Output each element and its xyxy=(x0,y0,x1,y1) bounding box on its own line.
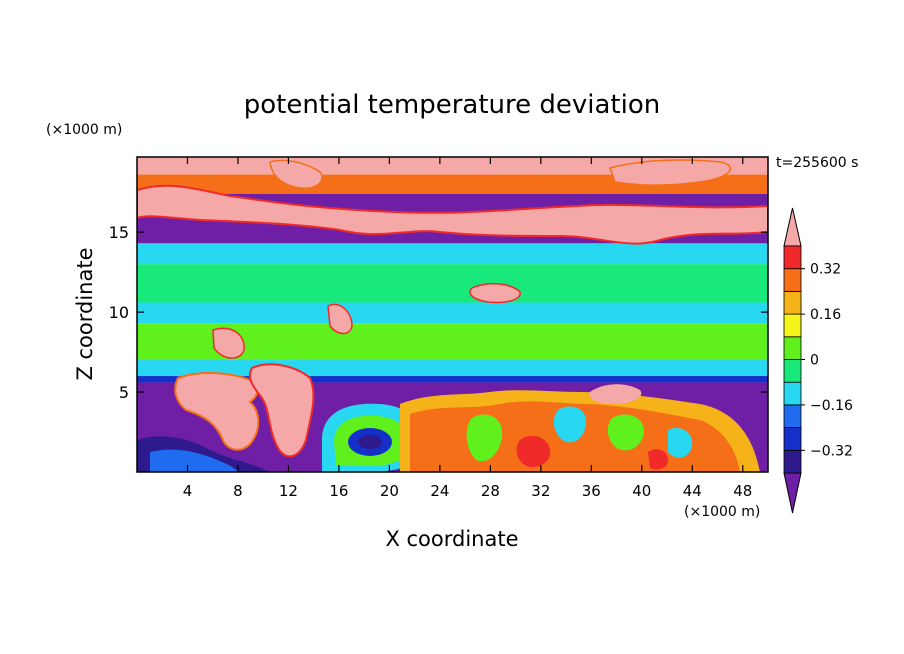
colorbar-swatch xyxy=(783,404,802,428)
x-axis: 4 8 12 16 20 24 28 32 36 40 44 48 xyxy=(183,157,752,500)
x-tick-label: 8 xyxy=(233,482,243,500)
x-tick-label: 16 xyxy=(329,482,348,500)
mid-warm-blob-2 xyxy=(327,303,353,335)
field-layer-5 xyxy=(137,264,768,303)
mid-warm-blob-3 xyxy=(212,327,245,359)
colorbar-swatch xyxy=(783,449,802,474)
y-axis: 5 10 15 xyxy=(109,223,768,402)
field-layer-9 xyxy=(137,376,768,383)
field-features xyxy=(137,159,768,472)
time-label: t=255600 s xyxy=(776,155,858,171)
colorbar-tick-label: −0.16 xyxy=(810,398,853,414)
x-tick-label: 36 xyxy=(582,482,601,500)
mid-warm-blob xyxy=(469,282,521,304)
lower-warm-plume-2 xyxy=(248,363,315,458)
surface-cell-core-inner xyxy=(358,435,382,449)
field-layer-8 xyxy=(137,360,768,377)
heatmap-field xyxy=(137,157,768,472)
surface-cold-streak-2 xyxy=(150,449,240,472)
y-unit-label: (×1000 m) xyxy=(46,122,122,138)
x-tick-label: 24 xyxy=(430,482,449,500)
x-tick-label: 12 xyxy=(279,482,298,500)
field-layer-4 xyxy=(137,243,768,265)
y-tick-label: 5 xyxy=(119,383,129,402)
x-tick-label: 40 xyxy=(632,482,651,500)
upper-warm-patch xyxy=(137,184,768,245)
colorbar-over-arrow xyxy=(783,207,802,247)
colorbar-swatch xyxy=(783,290,802,315)
surface-cold-lobe-4 xyxy=(668,427,693,458)
surface-red-core xyxy=(516,435,551,468)
y-tick-label: 10 xyxy=(109,303,129,322)
colorbar-tick-label: 0.16 xyxy=(810,307,841,323)
surface-red-core-2 xyxy=(648,449,668,470)
colorbar-swatch xyxy=(783,245,802,270)
x-tick-label: 44 xyxy=(683,482,702,500)
x-tick-label: 4 xyxy=(183,482,193,500)
upper-warm-patch-2 xyxy=(269,159,323,189)
colorbar-swatch xyxy=(783,268,802,292)
x-tick-label: 48 xyxy=(733,482,752,500)
plot-frame xyxy=(136,156,769,473)
colorbar-swatch xyxy=(783,359,802,383)
colorbar-swatch xyxy=(783,381,802,406)
x-tick-label: 28 xyxy=(481,482,500,500)
x-axis-title: X coordinate xyxy=(385,527,518,551)
chart-title: potential temperature deviation xyxy=(244,90,660,120)
colorbar-swatch xyxy=(783,336,802,360)
colorbar-tick-label: −0.32 xyxy=(810,443,853,459)
x-tick-label: 32 xyxy=(531,482,550,500)
upper-warm-patch-3 xyxy=(609,159,732,186)
colorbar-tick-label: 0.32 xyxy=(810,262,841,278)
y-axis-title: Z coordinate xyxy=(73,247,97,380)
surface-cold-lobe-3 xyxy=(607,414,644,451)
colorbar-tick-label: 0 xyxy=(810,353,819,369)
colorbar: 0.32 0.16 0 −0.16 −0.32 xyxy=(783,207,853,514)
field-layer-6 xyxy=(137,302,768,324)
surface-cold-lobe-2 xyxy=(553,406,587,443)
x-tick-label: 20 xyxy=(380,482,399,500)
colorbar-swatch xyxy=(783,427,802,451)
y-tick-label: 15 xyxy=(109,223,129,242)
x-unit-label: (×1000 m) xyxy=(684,504,760,520)
surface-warm-top xyxy=(589,384,642,404)
colorbar-swatch xyxy=(783,313,802,338)
surface-cold-lobe xyxy=(466,414,503,462)
colorbar-under-arrow xyxy=(783,472,802,514)
